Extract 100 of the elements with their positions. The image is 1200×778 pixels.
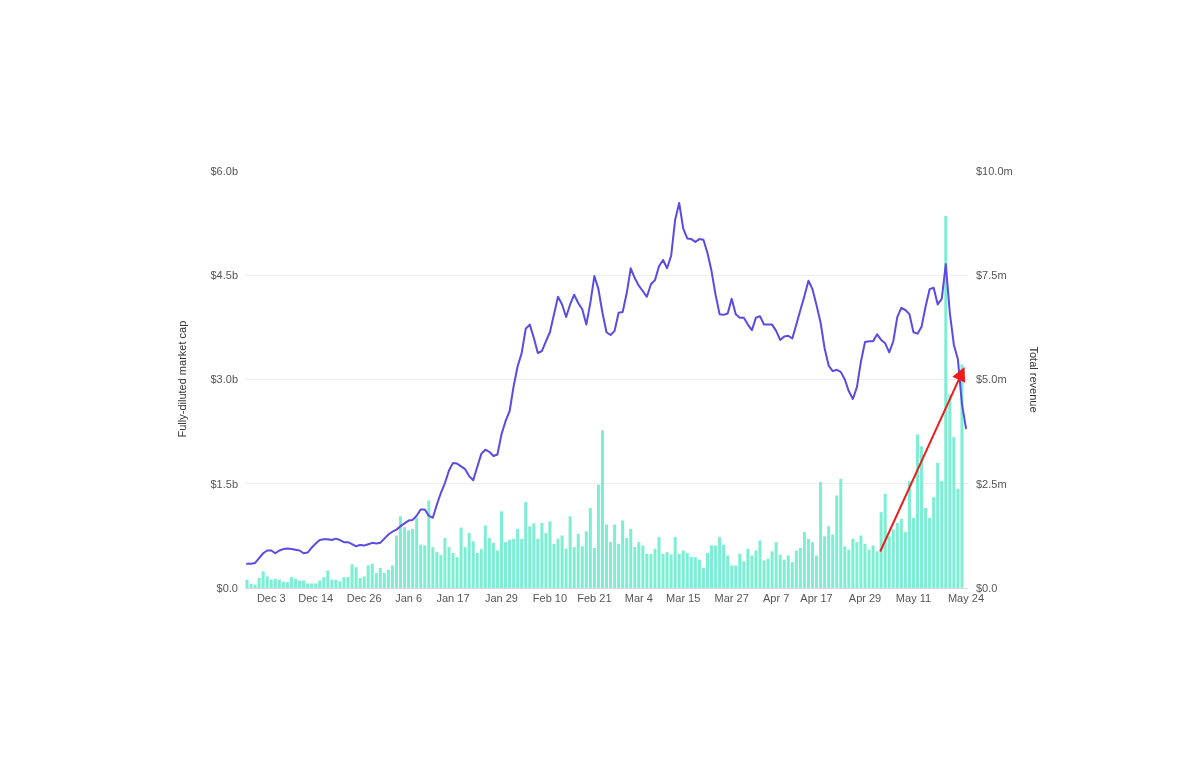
bar <box>350 564 354 588</box>
bar <box>382 572 386 588</box>
y-tick-label: $0.0 <box>216 581 238 594</box>
x-tick-label: Feb 21 <box>577 592 612 605</box>
bar <box>621 520 625 588</box>
bar <box>269 579 273 588</box>
bar <box>386 569 390 588</box>
bar <box>451 552 455 588</box>
bar <box>774 542 778 588</box>
bar <box>685 552 689 588</box>
y-tick-label: $1.5b <box>210 477 238 490</box>
x-tick-label: Jan 29 <box>484 592 518 605</box>
bar <box>354 567 358 588</box>
bar <box>306 583 310 588</box>
bar <box>665 552 669 588</box>
bar <box>718 537 722 588</box>
bar <box>249 583 253 588</box>
bar <box>895 522 899 588</box>
x-tick-label: May 11 <box>895 592 932 605</box>
bar <box>641 545 645 588</box>
bar <box>326 570 330 588</box>
bar <box>576 533 580 588</box>
bar <box>342 577 346 588</box>
bar <box>398 516 403 588</box>
bar <box>673 537 677 588</box>
line-series <box>246 201 967 565</box>
x-tick-label: Apr 7 <box>762 592 790 605</box>
bar <box>883 493 887 588</box>
x-tick-label: Jan 6 <box>395 592 423 605</box>
y-tick-label: $3.0b <box>210 373 238 386</box>
bar <box>334 579 338 588</box>
bar <box>758 540 762 588</box>
x-tick-label: Jan 17 <box>436 592 470 605</box>
x-tick-label: Feb 10 <box>532 592 568 605</box>
bar <box>710 545 714 588</box>
bar <box>810 542 815 588</box>
bar <box>629 528 633 588</box>
y-axis-title: Fully-diluted market cap <box>175 320 188 438</box>
y-tick-label: $4.5b <box>210 269 238 282</box>
bar <box>516 528 520 588</box>
bar <box>277 579 281 588</box>
bar <box>289 577 293 588</box>
bar <box>310 583 314 588</box>
bar <box>298 580 302 588</box>
bar <box>245 579 249 588</box>
bar <box>649 553 653 588</box>
x-tick-label: Mar 15 <box>666 592 701 605</box>
bar <box>499 511 503 588</box>
bar <box>378 567 382 588</box>
y2-tick-label: $7.5m <box>976 269 1007 282</box>
bar <box>782 559 786 588</box>
bar <box>314 583 318 588</box>
bar <box>366 565 370 588</box>
bar <box>293 578 297 588</box>
bar <box>907 481 911 588</box>
bar <box>508 539 512 588</box>
bar <box>613 524 617 588</box>
bar <box>899 518 903 588</box>
bar <box>936 462 940 588</box>
x-tick-label: Dec 26 <box>346 592 382 605</box>
bar <box>302 580 306 588</box>
y2-tick-label: $5.0m <box>976 373 1007 386</box>
bar <box>459 527 463 588</box>
bar <box>540 522 544 588</box>
bar <box>600 430 604 588</box>
bar <box>370 563 374 588</box>
y2-tick-label: $10.0m <box>976 164 1013 177</box>
bar <box>827 526 831 588</box>
bar <box>681 550 685 588</box>
bar <box>859 535 863 588</box>
bar <box>532 523 536 588</box>
bar <box>588 507 592 588</box>
bar <box>851 538 855 588</box>
bar <box>548 521 552 588</box>
bar <box>281 581 285 588</box>
bar <box>746 548 750 588</box>
x-tick-label: Dec 3 <box>256 592 286 605</box>
bar <box>871 545 875 588</box>
bar <box>802 532 806 588</box>
bar <box>338 581 342 588</box>
x-tick-label: May 24 <box>947 592 985 605</box>
bar <box>467 532 471 588</box>
bar <box>443 537 447 588</box>
bar <box>556 538 560 588</box>
y-tick-label: $6.0b <box>210 164 238 177</box>
bar <box>819 482 823 588</box>
x-tick-label: Apr 17 <box>800 592 833 605</box>
x-tick-label: Dec 14 <box>298 592 334 605</box>
bar <box>524 502 528 588</box>
bar <box>415 517 419 588</box>
bar <box>427 500 431 588</box>
bar <box>407 530 411 588</box>
x-tick-label: Mar 27 <box>714 592 749 605</box>
y2-tick-label: $0.0 <box>976 581 998 594</box>
x-tick-label: Mar 4 <box>624 592 653 605</box>
y2-axis-title: Total revenue <box>1027 346 1040 413</box>
bar <box>261 571 265 588</box>
bar <box>637 542 641 588</box>
y2-tick-label: $2.5m <box>976 477 1007 490</box>
bar <box>794 550 798 588</box>
